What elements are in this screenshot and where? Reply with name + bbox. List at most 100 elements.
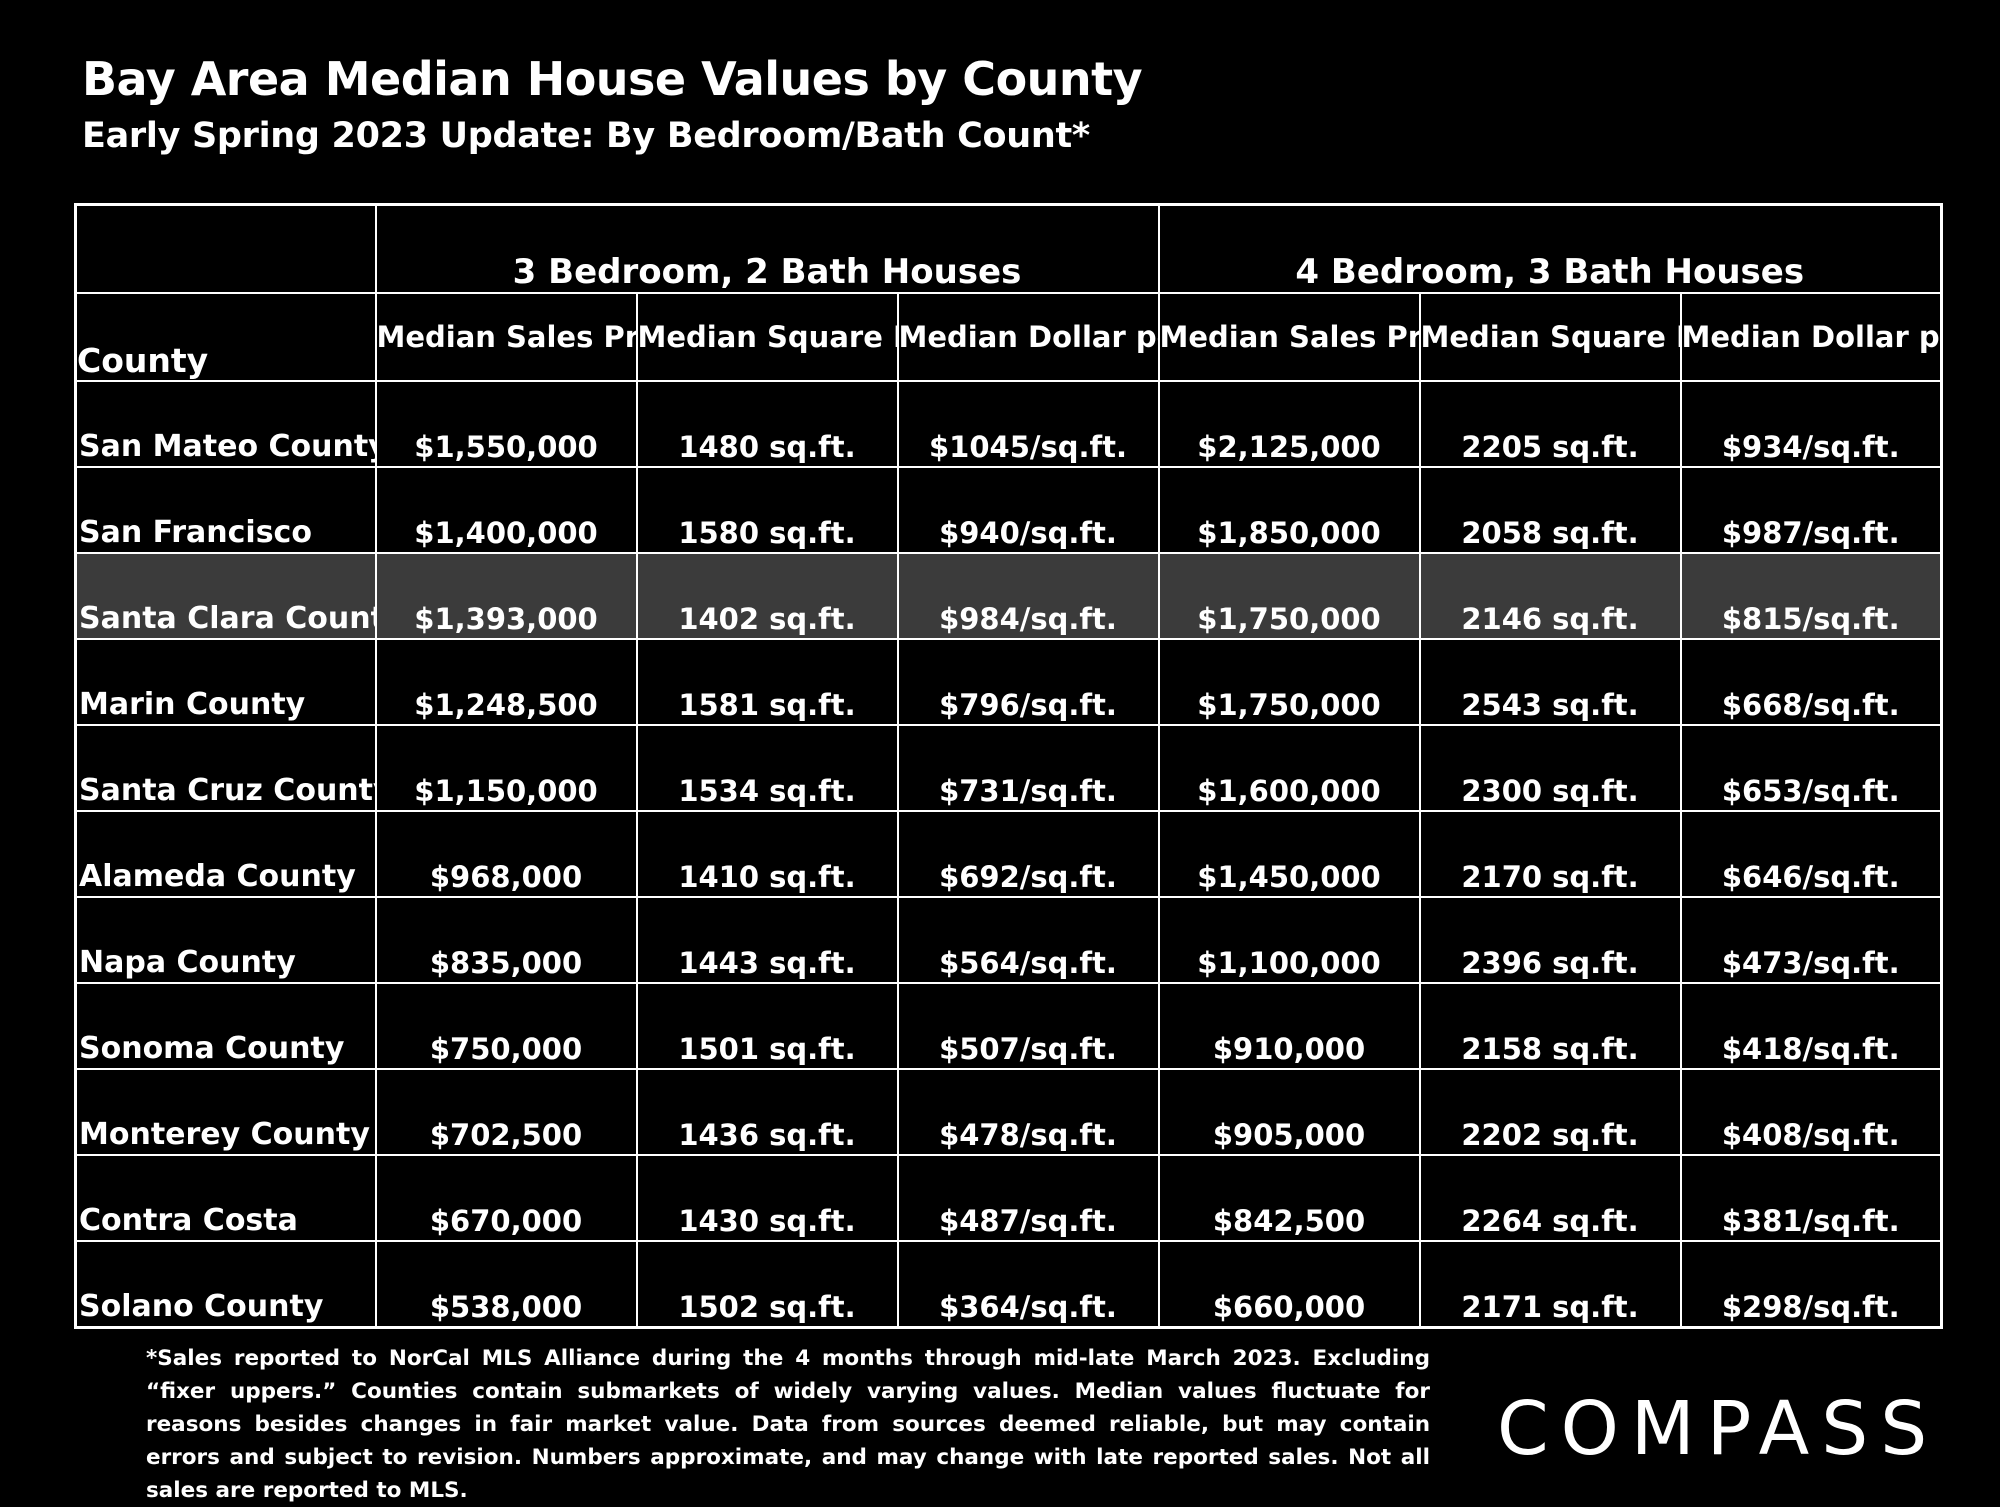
- value-cell: 2058 sq.ft.: [1418, 466, 1682, 554]
- value-cell: $653/sq.ft.: [1679, 724, 1943, 812]
- page-title: Bay Area Median House Values by County: [82, 52, 1143, 106]
- value-cell: $381/sq.ft.: [1679, 1154, 1943, 1242]
- group-header-4bed: 4 Bedroom, 3 Bath Houses: [1157, 203, 1943, 294]
- value-cell: $702,500: [374, 1068, 638, 1156]
- county-name-cell: Napa County: [74, 896, 377, 984]
- value-cell: $984/sq.ft.: [896, 552, 1160, 640]
- value-cell: $934/sq.ft.: [1679, 380, 1943, 468]
- county-name-cell: Monterey County: [74, 1068, 377, 1156]
- county-name-cell: San Mateo County: [74, 380, 377, 468]
- table-row: Santa Cruz County $1,150,000 1534 sq.ft. $7…: [74, 724, 1943, 812]
- value-cell: $1,100,000: [1157, 896, 1421, 984]
- table-row: Alameda County $968,000 1410 sq.ft. $692/sq…: [74, 810, 1943, 898]
- value-cell: 2264 sq.ft.: [1418, 1154, 1682, 1242]
- compass-logo: COMPASS: [1497, 1386, 1940, 1472]
- table-row: Solano County $538,000 1502 sq.ft. $364/sq.…: [74, 1240, 1943, 1329]
- corner-cell: [74, 203, 377, 294]
- value-cell: $408/sq.ft.: [1679, 1068, 1943, 1156]
- value-cell: 1534 sq.ft.: [635, 724, 899, 812]
- value-cell: 1443 sq.ft.: [635, 896, 899, 984]
- value-cell: $1,600,000: [1157, 724, 1421, 812]
- column-header: Median Sales Price: [374, 292, 638, 382]
- column-header: Median Dollar per Square Foot: [1679, 292, 1943, 382]
- value-cell: $538,000: [374, 1240, 638, 1329]
- value-cell: $692/sq.ft.: [896, 810, 1160, 898]
- value-cell: 2205 sq.ft.: [1418, 380, 1682, 468]
- value-cell: 1501 sq.ft.: [635, 982, 899, 1070]
- value-cell: $1,750,000: [1157, 638, 1421, 726]
- value-cell: $750,000: [374, 982, 638, 1070]
- column-header-row: County Median Sales Price Median Square …: [74, 292, 1943, 382]
- value-cell: 1436 sq.ft.: [635, 1068, 899, 1156]
- value-cell: 1480 sq.ft.: [635, 380, 899, 468]
- table-row: San Mateo County $1,550,000 1480 sq.ft. $10…: [74, 380, 1943, 468]
- table-row: Napa County $835,000 1443 sq.ft. $564/sq.ft…: [74, 896, 1943, 984]
- table-row: San Francisco $1,400,000 1580 sq.ft. $940/s…: [74, 466, 1943, 554]
- value-cell: 1581 sq.ft.: [635, 638, 899, 726]
- value-cell: $660,000: [1157, 1240, 1421, 1329]
- value-cell: $668/sq.ft.: [1679, 638, 1943, 726]
- table-row: Sonoma County $750,000 1501 sq.ft. $507/sq.…: [74, 982, 1943, 1070]
- value-cell: 2543 sq.ft.: [1418, 638, 1682, 726]
- value-cell: $1,750,000: [1157, 552, 1421, 640]
- county-name-cell: Santa Clara County: [74, 552, 377, 640]
- county-name-cell: San Francisco: [74, 466, 377, 554]
- county-name-cell: Alameda County: [74, 810, 377, 898]
- value-cell: $487/sq.ft.: [896, 1154, 1160, 1242]
- value-cell: 1502 sq.ft.: [635, 1240, 899, 1329]
- county-name-cell: Marin County: [74, 638, 377, 726]
- county-name-cell: Santa Cruz County: [74, 724, 377, 812]
- county-values-table: 3 Bedroom, 2 Bath Houses 4 Bedroom, 3 Ba…: [74, 203, 1944, 1329]
- value-cell: $364/sq.ft.: [896, 1240, 1160, 1329]
- value-cell: $478/sq.ft.: [896, 1068, 1160, 1156]
- value-cell: $1,400,000: [374, 466, 638, 554]
- value-cell: $564/sq.ft.: [896, 896, 1160, 984]
- value-cell: 2396 sq.ft.: [1418, 896, 1682, 984]
- value-cell: $418/sq.ft.: [1679, 982, 1943, 1070]
- value-cell: 2146 sq.ft.: [1418, 552, 1682, 640]
- value-cell: $1045/sq.ft.: [896, 380, 1160, 468]
- value-cell: $905,000: [1157, 1068, 1421, 1156]
- value-cell: $298/sq.ft.: [1679, 1240, 1943, 1329]
- value-cell: 1430 sq.ft.: [635, 1154, 899, 1242]
- value-cell: $473/sq.ft.: [1679, 896, 1943, 984]
- value-cell: 2171 sq.ft.: [1418, 1240, 1682, 1329]
- value-cell: $987/sq.ft.: [1679, 466, 1943, 554]
- value-cell: $835,000: [374, 896, 638, 984]
- value-cell: $1,850,000: [1157, 466, 1421, 554]
- table-row: Santa Clara County $1,393,000 1402 sq.ft. $…: [74, 552, 1943, 640]
- value-cell: 2158 sq.ft.: [1418, 982, 1682, 1070]
- table-row: Monterey County $702,500 1436 sq.ft. $478/s…: [74, 1068, 1943, 1156]
- column-header: Median Square Footage: [1418, 292, 1682, 382]
- value-cell: $1,450,000: [1157, 810, 1421, 898]
- value-cell: 1410 sq.ft.: [635, 810, 899, 898]
- value-cell: $910,000: [1157, 982, 1421, 1070]
- value-cell: $1,393,000: [374, 552, 638, 640]
- value-cell: $670,000: [374, 1154, 638, 1242]
- table-row: Marin County $1,248,500 1581 sq.ft. $796/sq…: [74, 638, 1943, 726]
- value-cell: 2170 sq.ft.: [1418, 810, 1682, 898]
- county-name-cell: Sonoma County: [74, 982, 377, 1070]
- footnote: *Sales reported to NorCal MLS Alliance d…: [146, 1346, 1430, 1503]
- table-body: San Mateo County $1,550,000 1480 sq.ft. $10…: [74, 380, 1943, 1329]
- value-cell: $507/sq.ft.: [896, 982, 1160, 1070]
- value-cell: $940/sq.ft.: [896, 466, 1160, 554]
- column-header: Median Square Footage: [635, 292, 899, 382]
- county-name-cell: Contra Costa: [74, 1154, 377, 1242]
- value-cell: $796/sq.ft.: [896, 638, 1160, 726]
- table-row: Contra Costa $670,000 1430 sq.ft. $487/sq.f…: [74, 1154, 1943, 1242]
- value-cell: $646/sq.ft.: [1679, 810, 1943, 898]
- value-cell: $1,550,000: [374, 380, 638, 468]
- value-cell: 2300 sq.ft.: [1418, 724, 1682, 812]
- value-cell: $815/sq.ft.: [1679, 552, 1943, 640]
- value-cell: 2202 sq.ft.: [1418, 1068, 1682, 1156]
- group-header-3bed: 3 Bedroom, 2 Bath Houses: [374, 203, 1160, 294]
- column-header: Median Sales Price: [1157, 292, 1421, 382]
- county-name-cell: Solano County: [74, 1240, 377, 1329]
- value-cell: $1,248,500: [374, 638, 638, 726]
- column-header: Median Dollar per Square Foot: [896, 292, 1160, 382]
- value-cell: $842,500: [1157, 1154, 1421, 1242]
- page-subtitle: Early Spring 2023 Update: By Bedroom/Bat…: [82, 116, 1090, 156]
- value-cell: 1402 sq.ft.: [635, 552, 899, 640]
- value-cell: $2,125,000: [1157, 380, 1421, 468]
